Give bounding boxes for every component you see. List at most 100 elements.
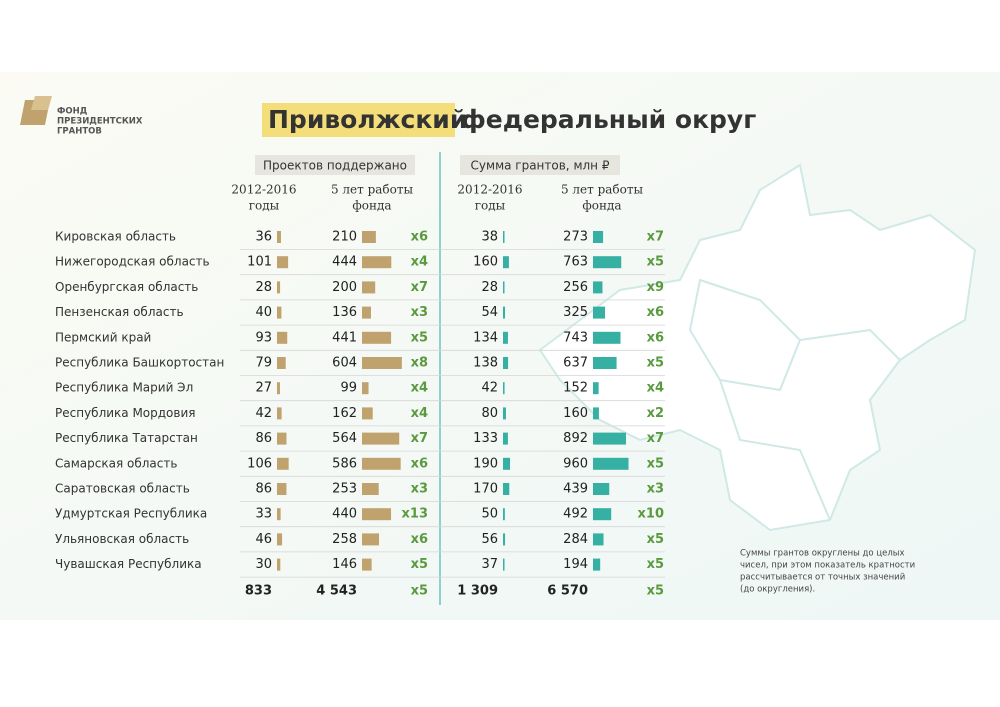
value: 152: [563, 381, 588, 396]
multiplier: x6: [411, 532, 428, 547]
bar: [362, 558, 372, 571]
value: 190: [473, 456, 498, 471]
bar: [277, 457, 289, 470]
bar: [503, 432, 508, 445]
bar: [362, 256, 392, 269]
bar: [277, 483, 287, 495]
bar: [362, 407, 373, 420]
group-title: Сумма грантов, млн ₽: [471, 159, 610, 173]
map: [538, 163, 977, 532]
multiplier: x5: [411, 330, 428, 345]
bar: [593, 231, 604, 243]
multiplier: x7: [411, 280, 428, 295]
bar: [593, 407, 599, 420]
bar: [362, 357, 402, 369]
value: 42: [481, 381, 498, 396]
value: 200: [332, 280, 357, 295]
value: 284: [563, 532, 588, 547]
multiplier: x5: [647, 532, 664, 547]
value: 439: [563, 482, 588, 497]
value: 101: [247, 255, 272, 270]
value: 36: [255, 230, 272, 245]
value: 564: [332, 431, 357, 446]
bar: [362, 457, 401, 470]
bar: [277, 231, 281, 243]
multiplier: x6: [647, 305, 664, 320]
bar: [362, 281, 376, 294]
bar: [362, 231, 376, 243]
bar: [503, 281, 505, 294]
region-name: Оренбургская область: [55, 280, 198, 294]
bar: [503, 357, 509, 369]
column-header: фонда: [582, 199, 621, 213]
bar: [503, 508, 505, 521]
multiplier: x5: [411, 557, 428, 572]
value: 170: [473, 482, 498, 497]
bar: [277, 357, 286, 369]
value: 134: [473, 330, 498, 345]
value: 86: [255, 482, 272, 497]
multiplier: x5: [647, 255, 664, 270]
value: 37: [481, 557, 498, 572]
region-name: Республика Татарстан: [55, 431, 198, 445]
bar: [593, 457, 629, 470]
note-line: Суммы грантов округлены до целых: [740, 549, 905, 559]
region-name: Удмуртская Республика: [55, 507, 207, 521]
title: федеральный округ: [461, 105, 756, 134]
note-line: чисел, при этом показатель кратности: [740, 561, 915, 571]
multiplier: x3: [411, 482, 428, 497]
multiplier: x9: [647, 280, 664, 295]
logo-line: ГРАНТОВ: [57, 127, 102, 137]
value: 54: [481, 305, 498, 320]
value: 253: [332, 482, 357, 497]
total: 1 309: [457, 584, 498, 599]
multiplier: x3: [647, 482, 664, 497]
column-header: годы: [475, 199, 506, 213]
value: 40: [255, 305, 272, 320]
value: 93: [255, 330, 272, 345]
region-name: Самарская область: [55, 456, 177, 470]
note-line: (до округления).: [740, 585, 815, 595]
value: 28: [481, 280, 498, 295]
bar: [593, 306, 606, 319]
logo: [20, 96, 52, 125]
total-multiplier: x5: [647, 584, 664, 599]
bar: [593, 508, 612, 521]
total: 4 543: [316, 584, 357, 599]
group-title-bg: [255, 155, 415, 175]
total: 6 570: [547, 584, 588, 599]
bar: [277, 306, 282, 319]
total: 833: [245, 584, 272, 599]
column-header: 5 лет работы: [561, 183, 644, 197]
multiplier: x8: [411, 356, 428, 371]
value: 892: [563, 431, 588, 446]
region-name: Чувашская Республика: [55, 557, 202, 571]
column-header: 2012-2016: [231, 183, 296, 197]
value: 106: [247, 456, 272, 471]
value: 146: [332, 557, 357, 572]
column-header: 5 лет работы: [331, 183, 414, 197]
bar: [503, 457, 511, 470]
bar: [362, 331, 392, 344]
value: 99: [340, 381, 357, 396]
value: 960: [563, 456, 588, 471]
value: 256: [563, 280, 588, 295]
region-name: Саратовская область: [55, 482, 190, 496]
note-line: рассчитывается от точных значений: [740, 573, 905, 583]
bar: [503, 306, 505, 319]
value: 743: [563, 330, 588, 345]
value: 80: [481, 406, 498, 421]
multiplier: x5: [647, 456, 664, 471]
value: 586: [332, 456, 357, 471]
bar: [277, 331, 288, 344]
value: 325: [563, 305, 588, 320]
multiplier: x5: [647, 356, 664, 371]
multiplier: x5: [647, 557, 664, 572]
title-highlight-bg: [262, 103, 455, 137]
multiplier: x7: [647, 431, 664, 446]
value: 133: [473, 431, 498, 446]
bar: [503, 533, 506, 546]
region-name: Республика Мордовия: [55, 406, 196, 420]
bar: [593, 558, 601, 571]
column-header: 2012-2016: [457, 183, 522, 197]
